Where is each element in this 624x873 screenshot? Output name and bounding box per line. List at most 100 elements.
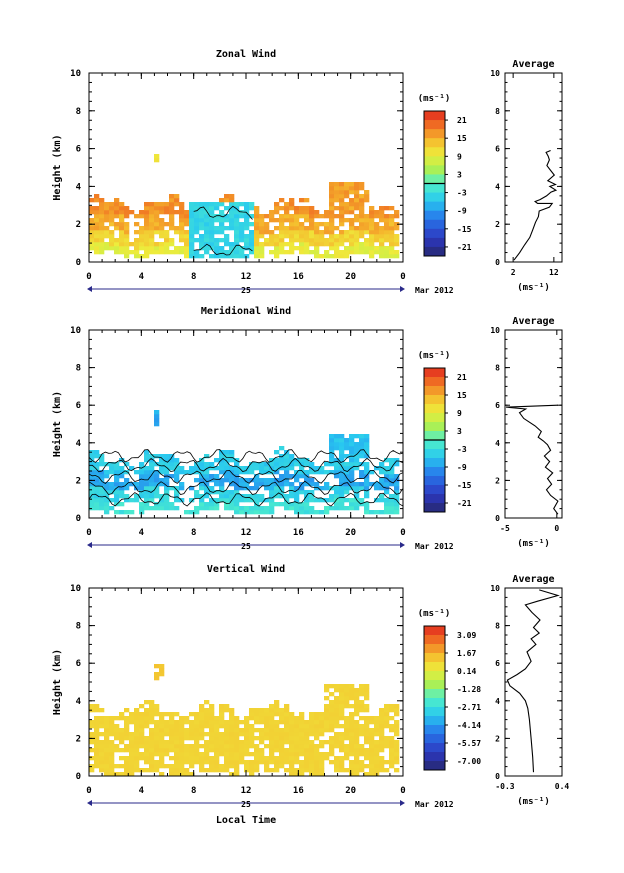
heatmap-cell — [189, 238, 195, 243]
heatmap-cell — [164, 210, 170, 215]
heatmap-cell — [379, 744, 385, 749]
heatmap-cell — [249, 238, 255, 243]
heatmap-cell — [309, 768, 315, 773]
heatmap-cell — [224, 478, 230, 483]
heatmap-cell — [344, 696, 350, 701]
heatmap-cell — [314, 510, 320, 515]
heatmap-cell — [164, 490, 170, 495]
heatmap-cell — [149, 486, 155, 491]
heatmap-cell — [129, 748, 135, 753]
heatmap-cell — [104, 230, 110, 235]
heatmap-cell — [329, 246, 335, 251]
heatmap-cell — [134, 250, 140, 255]
heatmap-cell — [179, 764, 185, 769]
heatmap-cell — [264, 736, 270, 741]
heatmap-cell — [269, 490, 275, 495]
x-tick-label: 4 — [139, 528, 145, 538]
heatmap-cell — [99, 744, 105, 749]
heatmap-cell — [109, 210, 115, 215]
heatmap-cell — [299, 250, 305, 255]
heatmap-cell — [189, 226, 195, 231]
colorbar-segment — [424, 377, 445, 387]
heatmap-cell — [274, 462, 280, 467]
heatmap-cell — [144, 736, 150, 741]
heatmap-cell — [239, 202, 245, 207]
heatmap-cell — [214, 724, 220, 729]
heatmap-cell — [144, 210, 150, 215]
heatmap-cell — [199, 202, 205, 207]
heatmap-cell — [364, 198, 370, 203]
heatmap-cell — [369, 736, 375, 741]
heatmap-cell — [374, 238, 380, 243]
heatmap-cell — [89, 238, 95, 243]
heatmap-cell — [104, 470, 110, 475]
heatmap-cell — [239, 470, 245, 475]
heatmap-cell — [334, 446, 340, 451]
y-tick-label: 0 — [76, 258, 81, 268]
heatmap-cell — [364, 708, 370, 713]
heatmap-cell — [274, 760, 280, 765]
heatmap-cell — [334, 458, 340, 463]
heatmap-cell — [109, 748, 115, 753]
heatmap-cell — [109, 222, 115, 227]
heatmap-cell — [289, 494, 295, 499]
average-frame — [504, 587, 563, 777]
heatmap-cell — [149, 768, 155, 773]
heatmap-cell — [329, 736, 335, 741]
heatmap-cell — [124, 764, 130, 769]
heatmap-cell — [229, 254, 235, 259]
heatmap-cell — [319, 728, 325, 733]
heatmap-cell — [204, 214, 210, 219]
heatmap-cell — [229, 506, 235, 511]
heatmap-cell — [349, 474, 355, 479]
heatmap-cell — [349, 740, 355, 745]
y-tick-label: 2 — [76, 220, 81, 230]
heatmap-cell — [329, 720, 335, 725]
heatmap-cell — [189, 234, 195, 239]
heatmap-cell — [204, 752, 210, 757]
heatmap-cell — [199, 226, 205, 231]
x-tick-label: 12 — [241, 272, 252, 282]
heatmap-cell — [189, 202, 195, 207]
heatmap-cell — [99, 720, 105, 725]
heatmap-cell — [299, 474, 305, 479]
heatmap-cell — [114, 474, 120, 479]
heatmap-cell — [194, 466, 200, 471]
heatmap-cell — [124, 254, 130, 259]
heatmap-cell — [334, 186, 340, 191]
heatmap-cell — [394, 502, 400, 507]
heatmap-cell — [244, 510, 250, 515]
heatmap-cell — [294, 486, 300, 491]
heatmap-cell — [309, 716, 315, 721]
heatmap-cell — [204, 470, 210, 475]
heatmap-cell — [134, 242, 140, 247]
heatmap-cell — [94, 250, 100, 255]
heatmap-cell — [129, 250, 135, 255]
heatmap-cell — [394, 210, 400, 215]
y-axis-label: Height (km) — [51, 649, 63, 715]
heatmap-cell — [229, 198, 235, 203]
heatmap-cell — [279, 502, 285, 507]
heatmap-cell — [174, 772, 180, 777]
heatmap-cell — [164, 498, 170, 503]
heatmap-cell — [289, 506, 295, 511]
heatmap-cell — [309, 490, 315, 495]
heatmap-cell — [374, 226, 380, 231]
heatmap-cell — [319, 470, 325, 475]
heatmap-cell — [254, 510, 260, 515]
heatmap-cell — [149, 716, 155, 721]
heatmap-cell — [294, 470, 300, 475]
heatmap-cell — [249, 732, 255, 737]
heatmap-cell — [219, 470, 225, 475]
heatmap-cell — [359, 222, 365, 227]
heatmap-cell — [154, 250, 160, 255]
heatmap-cell — [289, 218, 295, 223]
y-tick-label: 6 — [76, 145, 81, 155]
heatmap-cell — [379, 470, 385, 475]
heatmap-cell — [229, 712, 235, 717]
heatmap-cell — [344, 720, 350, 725]
heatmap-cell — [364, 728, 370, 733]
heatmap-cell — [389, 218, 395, 223]
colorbar-tick-label: -3 — [457, 189, 467, 198]
heatmap-cell — [244, 736, 250, 741]
